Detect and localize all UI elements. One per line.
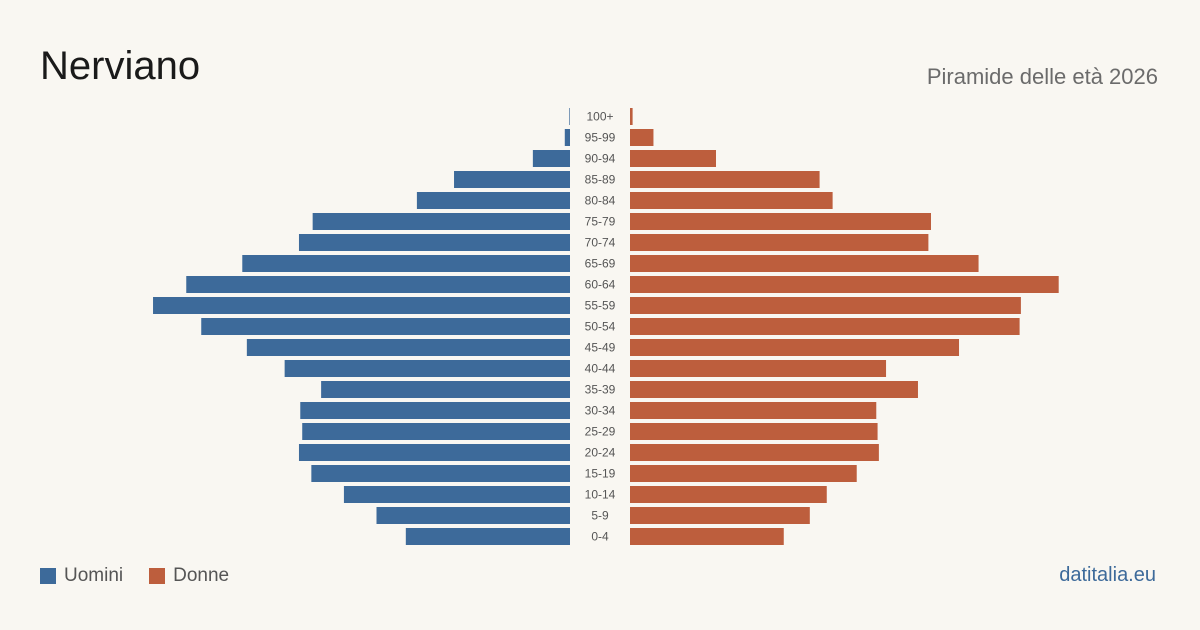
legend-swatch-men (40, 568, 56, 584)
bar-men-60-64 (186, 276, 570, 293)
age-label-80-84: 80-84 (585, 194, 616, 208)
legend-item-men: Uomini (40, 565, 123, 587)
bar-women-45-49 (630, 339, 960, 356)
bar-women-55-59 (630, 297, 1021, 314)
bar-men-50-54 (201, 318, 570, 335)
bar-men-80-84 (416, 192, 570, 209)
legend-label-women: Donne (173, 565, 230, 586)
bar-men-85-89 (454, 171, 570, 188)
bar-men-75-79 (312, 213, 570, 230)
bar-women-0-4 (630, 528, 784, 545)
legend-label-men: Uomini (64, 565, 124, 586)
bar-women-35-39 (630, 381, 918, 398)
bar-women-80-84 (630, 192, 833, 209)
bar-women-15-19 (630, 465, 857, 482)
age-label-45-49: 45-49 (585, 341, 616, 355)
bar-women-30-34 (630, 402, 877, 419)
bar-men-5-9 (376, 507, 570, 524)
bar-women-10-14 (630, 486, 827, 503)
age-label-60-64: 60-64 (585, 278, 616, 292)
bar-men-100plus (569, 108, 570, 125)
bar-women-95-99 (630, 129, 654, 146)
bar-men-25-29 (302, 423, 570, 440)
bar-men-40-44 (284, 360, 570, 377)
age-label-95-99: 95-99 (585, 131, 616, 145)
bar-women-100plus (630, 108, 633, 125)
age-label-70-74: 70-74 (585, 236, 616, 250)
bar-men-20-24 (298, 444, 570, 461)
age-label-40-44: 40-44 (585, 362, 616, 376)
bar-women-25-29 (630, 423, 878, 440)
bar-women-65-69 (630, 255, 979, 272)
bar-women-90-94 (630, 150, 716, 167)
age-label-0-4: 0-4 (591, 530, 609, 544)
bar-men-90-94 (532, 150, 570, 167)
age-label-100plus: 100+ (586, 110, 613, 124)
bar-women-50-54 (630, 318, 1020, 335)
age-label-65-69: 65-69 (585, 257, 616, 271)
bar-women-85-89 (630, 171, 820, 188)
age-label-50-54: 50-54 (585, 320, 616, 334)
legend-swatch-women (149, 568, 166, 584)
age-label-20-24: 20-24 (585, 446, 616, 460)
bar-men-95-99 (564, 129, 570, 146)
age-label-25-29: 25-29 (585, 425, 616, 439)
age-label-35-39: 35-39 (585, 383, 616, 397)
age-label-30-34: 30-34 (585, 404, 616, 418)
age-label-90-94: 90-94 (585, 152, 616, 166)
bar-men-65-69 (242, 255, 570, 272)
bar-women-70-74 (630, 234, 929, 251)
bar-men-0-4 (405, 528, 570, 545)
bar-women-75-79 (630, 213, 931, 230)
legend-item-women: Donne (149, 565, 229, 587)
bar-women-5-9 (630, 507, 810, 524)
bar-women-40-44 (630, 360, 887, 377)
age-labels-group: 100+ 95-99 90-94 85-89 80-84 75-79 70-74 65-69 6… (585, 110, 616, 544)
bar-men-10-14 (343, 486, 570, 503)
bar-men-45-49 (246, 339, 570, 356)
bar-men-15-19 (311, 465, 570, 482)
age-label-10-14: 10-14 (585, 488, 616, 502)
bar-men-30-34 (300, 402, 570, 419)
source-link[interactable]: datitalia.eu (1059, 564, 1156, 586)
bar-men-35-39 (321, 381, 570, 398)
bars-group (153, 108, 1059, 545)
bar-women-60-64 (630, 276, 1059, 293)
legend: Uomini Donne (40, 565, 255, 587)
age-label-55-59: 55-59 (585, 299, 616, 313)
age-label-75-79: 75-79 (585, 215, 616, 229)
bar-women-20-24 (630, 444, 879, 461)
age-label-85-89: 85-89 (585, 173, 616, 187)
age-label-15-19: 15-19 (585, 467, 616, 481)
chart-title: Nerviano (40, 44, 201, 88)
age-label-5-9: 5-9 (591, 509, 609, 523)
chart-subtitle: Piramide delle età 2026 (926, 64, 1158, 89)
bar-men-55-59 (153, 297, 570, 314)
bar-men-70-74 (298, 234, 570, 251)
